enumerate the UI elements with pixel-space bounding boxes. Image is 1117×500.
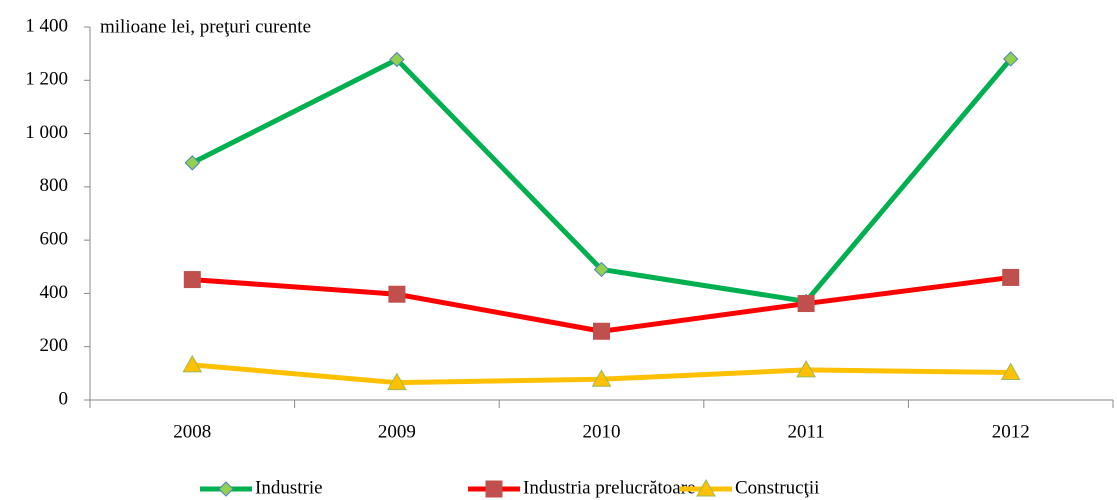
- y-tick-label: 400: [40, 282, 69, 303]
- data-point: [1002, 268, 1020, 286]
- data-point: [1000, 362, 1021, 381]
- y-tick-label: 200: [40, 335, 69, 356]
- legend-label: Construcţii: [735, 477, 819, 498]
- data-point: [593, 261, 610, 278]
- data-point: [389, 51, 405, 68]
- y-tick-label: 1 200: [25, 69, 68, 90]
- data-point: [797, 295, 815, 313]
- legend-label: Industrie: [255, 477, 323, 498]
- data-point: [184, 155, 201, 171]
- legend-label: Industria prelucrătoare: [523, 477, 696, 498]
- data-point: [183, 271, 201, 289]
- x-tick-label: 2010: [583, 421, 621, 442]
- y-tick-label: 600: [40, 229, 69, 250]
- legend-marker: [696, 478, 716, 497]
- y-tick-label: 1 000: [25, 122, 68, 143]
- y-tick-label: 1 400: [25, 15, 68, 36]
- x-tick-label: 2011: [787, 421, 824, 442]
- legend-marker: [485, 480, 503, 498]
- data-point: [182, 354, 203, 373]
- data-point: [387, 372, 407, 391]
- data-point: [591, 369, 612, 387]
- x-tick-label: 2012: [992, 421, 1030, 442]
- data-point: [593, 322, 610, 340]
- x-tick-label: 2008: [173, 421, 211, 442]
- y-tick-label: 0: [59, 388, 69, 409]
- data-point: [796, 359, 816, 378]
- data-point: [1002, 51, 1019, 67]
- y-tick-label: 800: [40, 175, 69, 196]
- x-tick-label: 2009: [378, 421, 416, 442]
- legend-marker: [218, 481, 234, 497]
- data-point: [388, 285, 406, 303]
- annotation: milioane lei, preţuri curente: [100, 16, 311, 37]
